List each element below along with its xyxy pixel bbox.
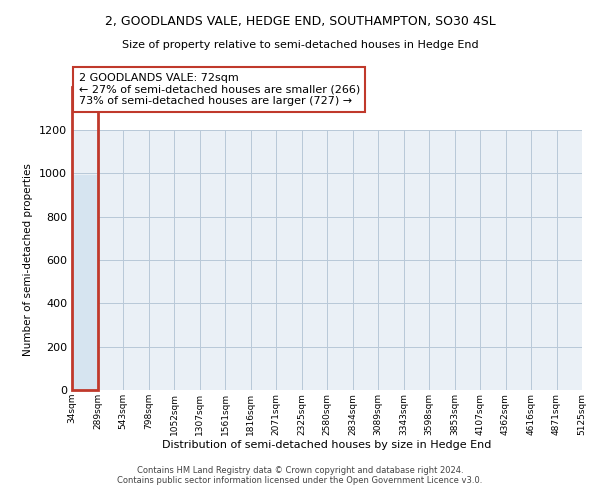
Y-axis label: Number of semi-detached properties: Number of semi-detached properties: [23, 164, 34, 356]
Text: 2, GOODLANDS VALE, HEDGE END, SOUTHAMPTON, SO30 4SL: 2, GOODLANDS VALE, HEDGE END, SOUTHAMPTO…: [104, 15, 496, 28]
Bar: [72, 86, 97, 390]
X-axis label: Distribution of semi-detached houses by size in Hedge End: Distribution of semi-detached houses by …: [163, 440, 491, 450]
Text: 2 GOODLANDS VALE: 72sqm
← 27% of semi-detached houses are smaller (266)
73% of s: 2 GOODLANDS VALE: 72sqm ← 27% of semi-de…: [79, 73, 360, 106]
Text: Contains HM Land Registry data © Crown copyright and database right 2024.
Contai: Contains HM Land Registry data © Crown c…: [118, 466, 482, 485]
Bar: [72, 175, 97, 390]
Text: Size of property relative to semi-detached houses in Hedge End: Size of property relative to semi-detach…: [122, 40, 478, 50]
